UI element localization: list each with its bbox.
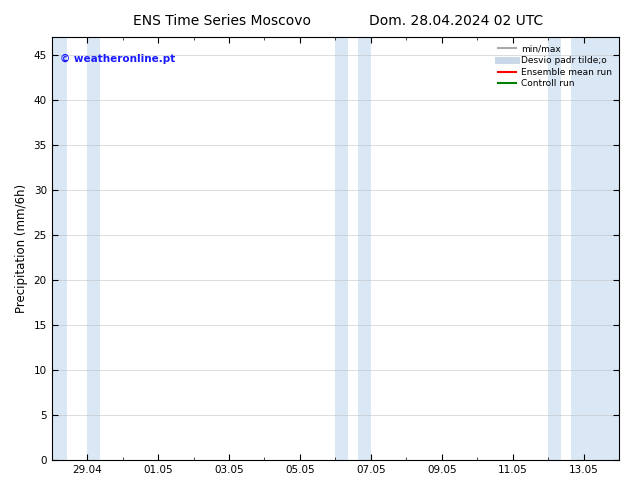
Bar xyxy=(87,37,100,460)
Bar xyxy=(548,37,561,460)
Bar xyxy=(335,37,348,460)
Text: ENS Time Series Moscovo: ENS Time Series Moscovo xyxy=(133,14,311,28)
Text: © weatheronline.pt: © weatheronline.pt xyxy=(60,54,176,64)
Bar xyxy=(358,37,371,460)
Bar xyxy=(571,37,619,460)
Bar xyxy=(51,37,67,460)
Text: Dom. 28.04.2024 02 UTC: Dom. 28.04.2024 02 UTC xyxy=(370,14,543,28)
Legend: min/max, Desvio padr tilde;o, Ensemble mean run, Controll run: min/max, Desvio padr tilde;o, Ensemble m… xyxy=(496,42,614,91)
Y-axis label: Precipitation (mm/6h): Precipitation (mm/6h) xyxy=(15,184,28,313)
